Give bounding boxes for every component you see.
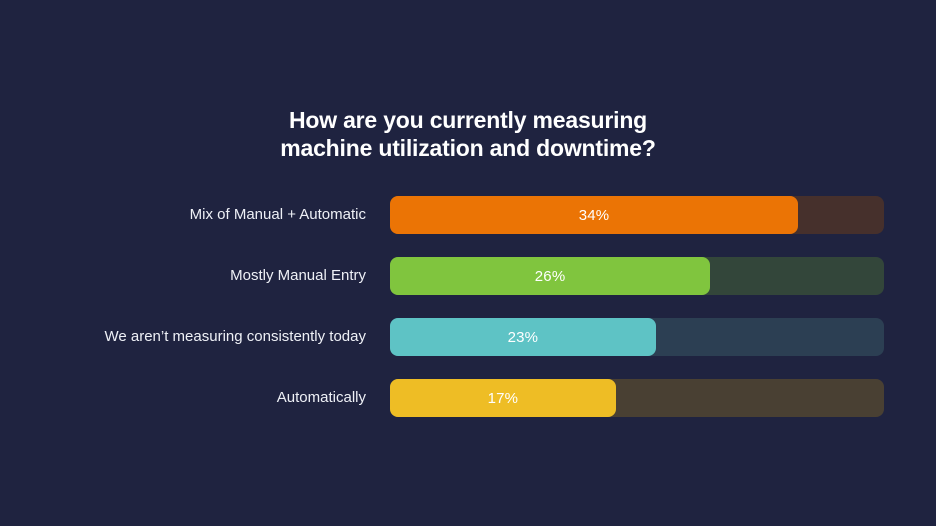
bar-value-label: 34% <box>578 206 610 224</box>
bar-value-label: 17% <box>487 389 519 407</box>
chart-title: How are you currently measuring machine … <box>0 106 936 162</box>
bar-track: 23% <box>390 318 884 356</box>
chart-title-line1: How are you currently measuring <box>288 107 648 133</box>
bar-track: 34% <box>390 196 884 234</box>
bar-category-label: Mostly Manual Entry <box>230 267 366 284</box>
bar-track: 17% <box>390 379 884 417</box>
bar-fill: 34% <box>390 196 799 234</box>
bar-fill: 17% <box>390 379 616 417</box>
bar-category-label: Mix of Manual + Automatic <box>189 206 366 223</box>
bar-category-label: We aren’t measuring consistently today <box>104 328 366 345</box>
bar-row: Automatically 17% <box>0 379 936 417</box>
bar-chart: Mix of Manual + Automatic 34% Mostly Man… <box>0 196 936 440</box>
bar-row: Mix of Manual + Automatic 34% <box>0 196 936 234</box>
bar-row: Mostly Manual Entry 26% <box>0 257 936 295</box>
chart-title-line2: machine utilization and downtime? <box>280 135 656 161</box>
bar-row: We aren’t measuring consistently today 2… <box>0 318 936 356</box>
bar-track: 26% <box>390 257 884 295</box>
bar-value-label: 26% <box>534 267 566 285</box>
bar-fill: 23% <box>390 318 656 356</box>
bar-fill: 26% <box>390 257 711 295</box>
bar-value-label: 23% <box>507 328 539 346</box>
bar-category-label: Automatically <box>276 389 366 406</box>
